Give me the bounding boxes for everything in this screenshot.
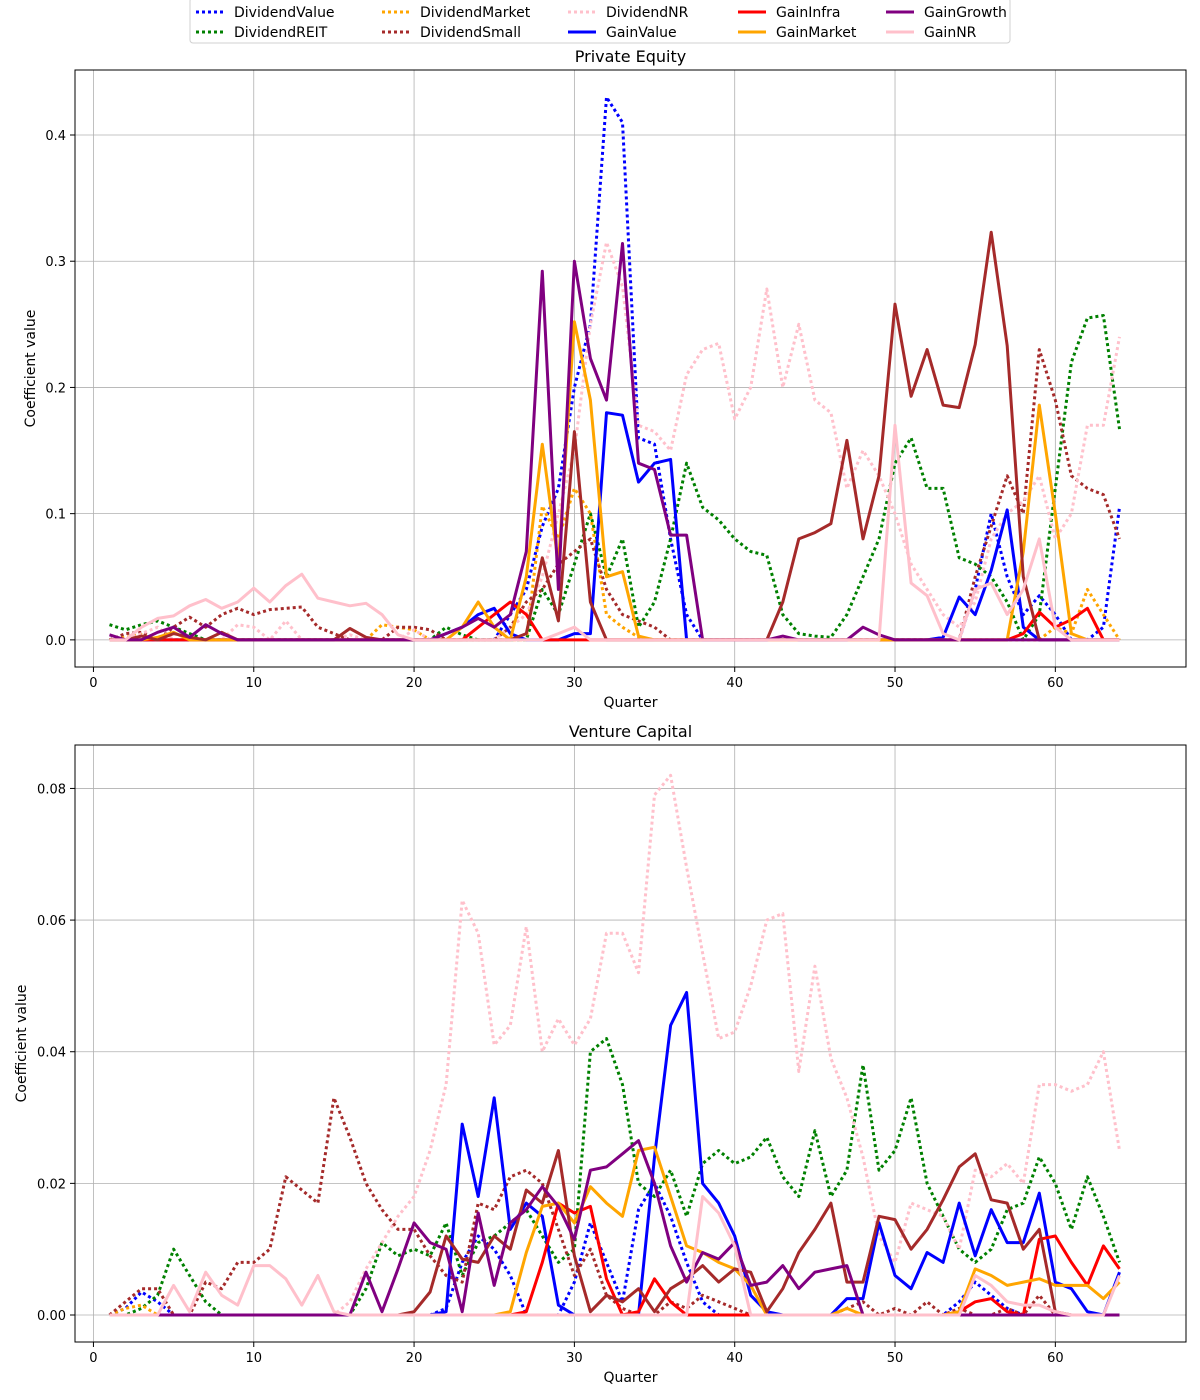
chart-title: Venture Capital <box>569 722 692 741</box>
series-gainvalue <box>109 411 1120 642</box>
y-tick-label: 0.02 <box>37 1177 66 1192</box>
x-tick-label: 0 <box>89 676 97 691</box>
series-gaingrowth <box>109 242 1120 642</box>
x-tick-label: 10 <box>245 1351 262 1366</box>
y-tick-label: 0.1 <box>45 508 66 523</box>
legend-label: GainMarket <box>776 25 857 41</box>
series-dividendreit <box>109 314 1121 642</box>
legend-item-dividendsmall: DividendSmall <box>382 25 521 41</box>
axes-frame <box>74 744 1187 1343</box>
grid <box>75 745 1186 1342</box>
ticks: 0 10 20 30 40 50 60 0.00 0.02 0.04 0.06 0.08 <box>37 782 1064 1366</box>
legend-label: DividendMarket <box>420 5 531 21</box>
x-tick-label: 0 <box>89 1351 97 1366</box>
series-dividendsmall <box>108 348 1121 642</box>
legend-item-gainmarket: GainMarket <box>738 25 857 41</box>
legend-item-gainnr: GainNR <box>886 25 977 41</box>
x-tick-label: 40 <box>726 676 743 691</box>
y-tick-label: 0.00 <box>37 1309 66 1324</box>
x-tick-label: 50 <box>887 1351 904 1366</box>
legend-item-gainvalue: GainValue <box>568 25 677 41</box>
legend-label: DividendNR <box>606 5 689 21</box>
x-tick-label: 50 <box>887 676 904 691</box>
legend-item-dividendnr: DividendNR <box>568 5 689 21</box>
x-tick-label: 60 <box>1047 1351 1064 1366</box>
legend-item-dividendreit: DividendREIT <box>196 25 328 41</box>
y-axis-label: Coefficient value <box>23 310 39 428</box>
y-tick-label: 0.4 <box>45 129 66 144</box>
series-dividendsmall-solid <box>109 230 1120 642</box>
y-tick-label: 0.3 <box>45 255 66 270</box>
venture-capital-panel: 0 10 20 30 40 50 60 0.00 0.02 0.04 0.06 0.08 Venture… <box>14 722 1187 1386</box>
y-axis-label: Coefficient value <box>14 985 30 1103</box>
x-tick-label: 30 <box>566 1351 583 1366</box>
series-gainnr <box>109 1195 1121 1317</box>
legend-label: DividendREIT <box>234 25 328 41</box>
y-tick-label: 0.04 <box>37 1046 66 1061</box>
legend-label: GainValue <box>606 25 677 41</box>
legend-label: GainNR <box>924 25 977 41</box>
legend-label: GainInfra <box>776 5 840 21</box>
legend-label: DividendValue <box>234 5 335 21</box>
legend-item-gaininfra: GainInfra <box>738 5 840 21</box>
x-axis-label: Quarter <box>603 1370 657 1386</box>
axes-frame <box>74 69 1187 668</box>
legend: DividendValue DividendREIT DividendMarket D… <box>189 0 1011 44</box>
x-tick-label: 20 <box>406 1351 423 1366</box>
y-tick-label: 0.2 <box>45 381 66 396</box>
x-tick-label: 60 <box>1047 676 1064 691</box>
series-dividendvalue <box>108 1181 1120 1317</box>
series-dividendsmall <box>108 1096 1120 1317</box>
private-equity-panel: 0 10 20 30 40 50 60 0.0 0.1 0.2 0.3 0.4 Private Equi… <box>23 47 1187 711</box>
series-lines <box>108 773 1121 1317</box>
series-dividendreit <box>109 1037 1121 1317</box>
y-tick-label: 0.0 <box>45 634 66 649</box>
series-dividendnr <box>109 240 1121 642</box>
series-dividendmarket <box>109 486 1121 642</box>
legend-item-dividendmarket: DividendMarket <box>382 5 531 21</box>
legend-label: DividendSmall <box>420 25 521 41</box>
ticks: 0 10 20 30 40 50 60 0.0 0.1 0.2 0.3 0.4 <box>45 129 1063 691</box>
x-tick-label: 20 <box>406 676 423 691</box>
x-tick-label: 30 <box>566 676 583 691</box>
y-tick-label: 0.08 <box>37 782 66 797</box>
chart-title: Private Equity <box>575 47 686 66</box>
legend-label: GainGrowth <box>924 5 1007 21</box>
series-lines <box>108 95 1121 642</box>
legend-item-gaingrowth: GainGrowth <box>886 5 1007 21</box>
series-gainnr <box>109 423 1120 642</box>
x-tick-label: 10 <box>245 676 262 691</box>
x-axis-label: Quarter <box>603 695 657 711</box>
legend-item-dividendvalue: DividendValue <box>196 5 335 21</box>
x-tick-label: 40 <box>726 1351 743 1366</box>
y-tick-label: 0.06 <box>37 914 66 929</box>
